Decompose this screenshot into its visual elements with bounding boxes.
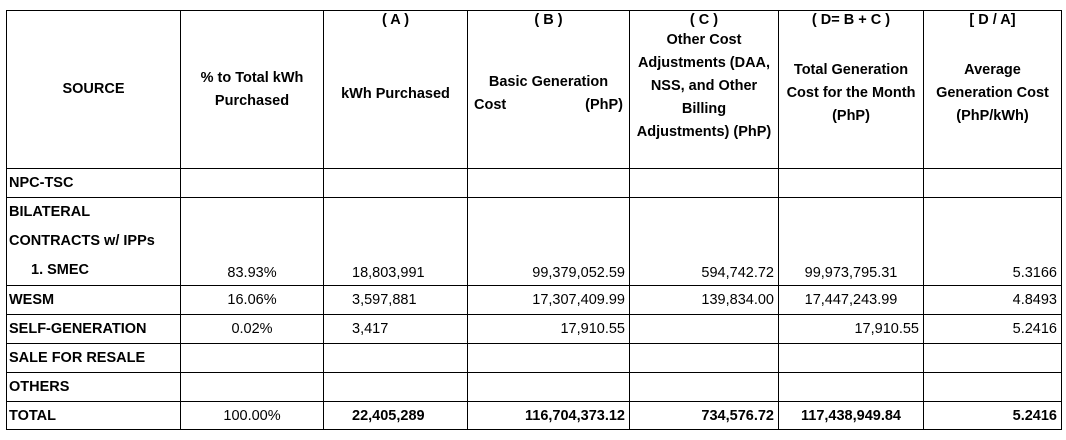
row-selfgen-pct: 0.02% xyxy=(180,314,324,344)
row-smec-avg: 5.3166 xyxy=(923,197,1062,286)
header-avg-gen-cost: [ D / A] Average Generation Cost (PhP/kW… xyxy=(923,10,1062,169)
header-kwh-label: kWh Purchased xyxy=(341,86,450,102)
header-basic-line2: Cost (PhP) xyxy=(472,94,625,117)
row-resale-source: SALE FOR RESALE xyxy=(6,343,181,373)
row-selfgen-total: 17,910.55 xyxy=(778,314,924,344)
row-total-basic: 116,704,373.12 xyxy=(467,401,630,430)
header-basic-line1: Basic Generation xyxy=(488,74,609,90)
header-total-gen-cost: ( D= B + C ) Total Generation Cost for t… xyxy=(778,10,924,169)
row-wesm-pct: 16.06% xyxy=(180,285,324,315)
header-col-da-code: [ D / A] xyxy=(969,12,1016,28)
table-row-npc: NPC-TSC xyxy=(6,168,1062,198)
generation-cost-table-frame: SOURCE % to Total kWh Purchased ( A ) kW… xyxy=(6,10,1062,430)
header-avg-label: Average Generation Cost (PhP/kWh) xyxy=(936,62,1049,124)
row-total-pct: 100.00% xyxy=(180,401,324,430)
row-selfgen-basic: 17,910.55 xyxy=(467,314,630,344)
header-pct-to-total: % to Total kWh Purchased xyxy=(180,10,324,169)
row-smec-pct: 83.93% xyxy=(180,197,324,286)
row-selfgen-other xyxy=(629,314,779,344)
row-total-total: 117,438,949.84 xyxy=(778,401,924,430)
row-bilateral-source: BILATERAL CONTRACTS w/ IPPs 1. SMEC xyxy=(6,197,181,286)
header-kwh-purchased: ( A ) kWh Purchased xyxy=(323,10,468,169)
generation-cost-table: SOURCE % to Total kWh Purchased ( A ) kW… xyxy=(6,10,1062,430)
table-row-others: OTHERS xyxy=(6,372,1062,402)
row-total-kwh: 22,405,289 xyxy=(323,401,468,430)
header-source-label: SOURCE xyxy=(62,81,125,97)
header-pct-label: % to Total kWh Purchased xyxy=(200,69,304,109)
table-row-self-generation: SELF-GENERATION 0.02% 3,417 17,910.55 17… xyxy=(6,314,1062,344)
row-others-source: OTHERS xyxy=(6,372,181,402)
header-basic-unit: (PhP) xyxy=(585,97,623,113)
row-wesm-other: 139,834.00 xyxy=(629,285,779,315)
row-wesm-source: WESM xyxy=(6,285,181,315)
table-row-total: TOTAL 100.00% 22,405,289 116,704,373.12 … xyxy=(6,401,1062,430)
row-bilateral-line1: BILATERAL xyxy=(9,204,91,220)
row-smec-kwh: 18,803,991 xyxy=(323,197,468,286)
header-row: SOURCE % to Total kWh Purchased ( A ) kW… xyxy=(6,10,1062,169)
row-smec-basic: 99,379,052.59 xyxy=(467,197,630,286)
table-row-bilateral: BILATERAL CONTRACTS w/ IPPs 1. SMEC 83.9… xyxy=(6,197,1062,286)
row-wesm-total: 17,447,243.99 xyxy=(778,285,924,315)
row-wesm-avg: 4.8493 xyxy=(923,285,1062,315)
header-basic-word: Cost xyxy=(474,97,507,113)
row-selfgen-avg: 5.2416 xyxy=(923,314,1062,344)
row-smec-other: 594,742.72 xyxy=(629,197,779,286)
header-col-b-code: ( B ) xyxy=(534,12,563,28)
row-npc-source: NPC-TSC xyxy=(6,168,181,198)
header-other-cost-adj: ( C ) Other Cost Adjustments (DAA, NSS, … xyxy=(629,10,779,169)
table-row-sale-for-resale: SALE FOR RESALE xyxy=(6,343,1062,373)
row-wesm-basic: 17,307,409.99 xyxy=(467,285,630,315)
row-total-source: TOTAL xyxy=(6,401,181,430)
header-basic-gen-cost: ( B ) Basic Generation Cost (PhP) xyxy=(467,10,630,169)
row-selfgen-source: SELF-GENERATION xyxy=(6,314,181,344)
header-col-d-code: ( D= B + C ) xyxy=(811,12,891,28)
row-smec-source: 1. SMEC xyxy=(31,262,90,278)
header-col-a-code: ( A ) xyxy=(381,12,410,28)
row-total-avg: 5.2416 xyxy=(923,401,1062,430)
row-wesm-kwh: 3,597,881 xyxy=(323,285,468,315)
header-other-label: Other Cost Adjustments (DAA, NSS, and Ot… xyxy=(636,32,772,140)
row-bilateral-line2: CONTRACTS w/ IPPs xyxy=(9,233,155,249)
row-smec-total: 99,973,795.31 xyxy=(778,197,924,286)
table-row-wesm: WESM 16.06% 3,597,881 17,307,409.99 139,… xyxy=(6,285,1062,315)
header-total-label: Total Generation Cost for the Month (PhP… xyxy=(786,62,916,124)
row-total-other: 734,576.72 xyxy=(629,401,779,430)
header-source: SOURCE xyxy=(6,10,181,169)
header-col-c-code: ( C ) xyxy=(689,12,719,28)
row-selfgen-kwh: 3,417 xyxy=(323,314,468,344)
